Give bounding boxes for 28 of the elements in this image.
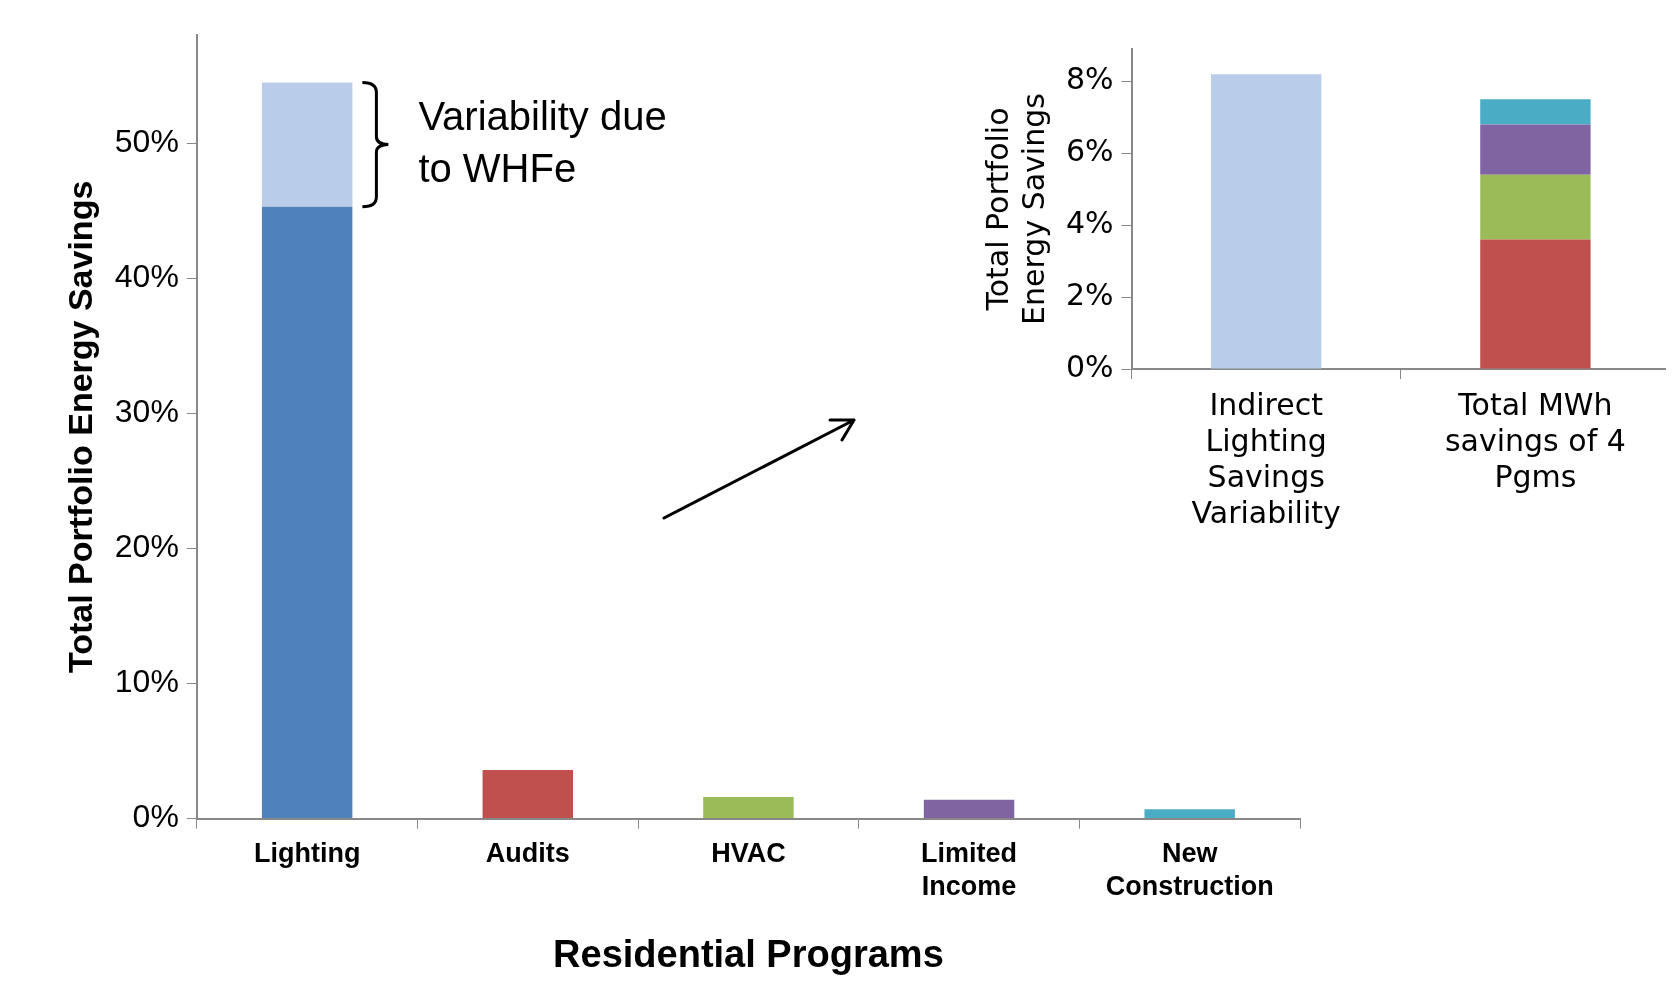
y-tick-label: 50%: [114, 123, 179, 160]
y-tick-label: 30%: [114, 393, 179, 430]
x-tick-label: Total MWh savings of 4 Pgms: [1444, 386, 1626, 494]
y-tick-label: 6%: [1066, 133, 1114, 169]
y-tick-label: 20%: [114, 528, 179, 565]
y-tick-label: 0%: [1066, 348, 1114, 384]
bar: [923, 799, 1015, 819]
x-tick-label: Lighting: [253, 838, 361, 869]
annotation: Variability due to WHFe: [418, 93, 667, 190]
y-tick-label: 10%: [114, 663, 179, 700]
bar: [261, 82, 353, 207]
x-tick-label: HVAC: [711, 838, 786, 869]
bar: [261, 206, 353, 819]
y-tick-label: 0%: [132, 798, 179, 835]
y-tick-label: 40%: [114, 258, 179, 295]
bar: [1144, 809, 1235, 819]
x-tick-label: Limited Income: [921, 838, 1018, 901]
y-tick-label: 4%: [1066, 204, 1114, 240]
y-tick-label: 2%: [1066, 276, 1114, 312]
x-tick-label: Audits: [485, 838, 570, 869]
bar: [703, 796, 794, 819]
y-tick-label: 8%: [1066, 61, 1114, 97]
bar: [482, 769, 574, 819]
x-tick-label: Indirect Lighting Savings Variability: [1191, 386, 1341, 530]
y-axis-title: Total Portfolio Energy Savings: [60, 180, 99, 674]
x-tick-label: New Construction: [1105, 838, 1274, 901]
y-axis-title: Total Portfolio Energy Savings: [979, 93, 1051, 325]
x-axis-title: Residential Programs: [553, 932, 944, 975]
